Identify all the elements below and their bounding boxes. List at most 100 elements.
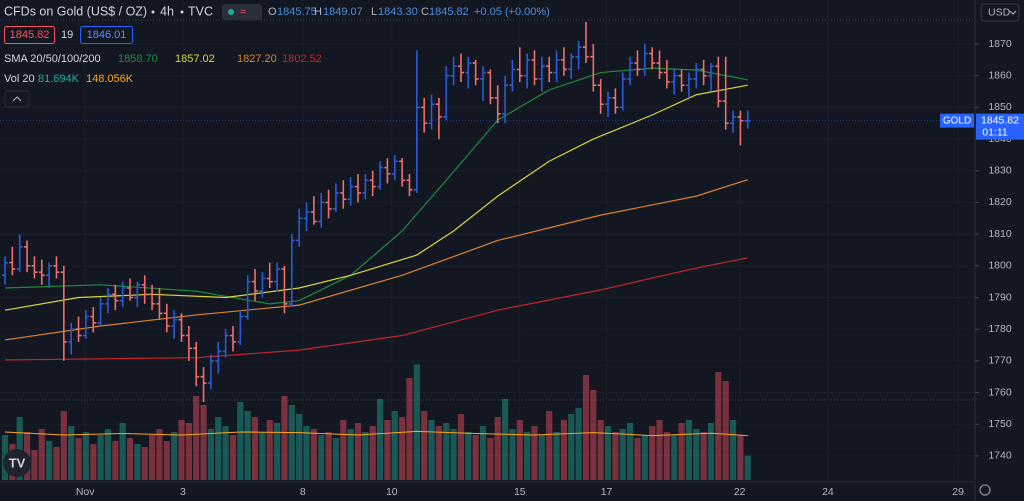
volume-bar — [222, 426, 229, 480]
volume-bar — [126, 438, 134, 480]
volume-bar — [104, 429, 112, 480]
volume-bar — [560, 420, 567, 480]
ask-box[interactable] — [80, 26, 133, 44]
volume-bar — [362, 432, 369, 480]
separator — [180, 10, 184, 14]
spread: 19 — [61, 29, 73, 41]
volume-bar — [678, 423, 685, 480]
volume-bar — [546, 411, 553, 480]
volume-bar — [354, 423, 362, 480]
volume-bar — [494, 417, 501, 480]
volume-bar — [627, 423, 634, 480]
volume-bar — [75, 438, 82, 480]
y-tick-label: 1860 — [988, 70, 1012, 82]
volume-bar — [60, 411, 67, 480]
volume-bar — [16, 417, 23, 480]
volume-bar — [310, 429, 317, 480]
volume-bar — [296, 414, 303, 480]
volume-bar — [406, 378, 413, 480]
currency: USD — [988, 6, 1011, 18]
volume-bar — [472, 435, 479, 480]
sma-value: 1857.02 — [175, 53, 215, 65]
close-value: 1845.82 — [429, 6, 469, 18]
volume-bar — [97, 435, 104, 480]
volume-bar — [325, 432, 332, 480]
volume-last: 81.694K — [38, 73, 80, 85]
volume-bar — [376, 399, 384, 480]
volume-bar — [193, 396, 200, 480]
volume-bar — [649, 426, 656, 480]
volume-bar — [509, 429, 516, 480]
symbol-tag — [940, 113, 974, 128]
sma-line — [4, 84, 748, 311]
y-tick-label: 1810 — [988, 228, 1012, 240]
change: +0.05 (+0.00%) — [474, 6, 550, 18]
currency-button[interactable] — [980, 3, 1020, 22]
sma-label: SMA 20/50/100/200 — [4, 53, 101, 65]
volume-bar — [141, 447, 148, 480]
price-tag-label: 1845.82 — [981, 114, 1019, 126]
volume-bar — [38, 429, 45, 480]
volume-bar — [744, 455, 751, 480]
volume-bar — [340, 420, 347, 480]
volume-bar — [148, 435, 156, 480]
volume-bar — [46, 441, 53, 480]
y-tick-label: 1830 — [988, 165, 1012, 177]
settings-icon[interactable] — [979, 484, 991, 496]
volume-bar — [119, 423, 126, 480]
volume-bar — [501, 399, 509, 480]
volume-bar — [634, 438, 641, 480]
volume-bar — [251, 417, 259, 480]
volume-bar — [134, 444, 141, 480]
x-tick-label: 8 — [300, 486, 306, 498]
x-tick-label: 3 — [180, 486, 186, 498]
volume-bar — [707, 423, 715, 480]
volume-bar — [428, 420, 435, 480]
status-badge[interactable] — [222, 4, 262, 20]
volume-bar — [590, 390, 597, 480]
volume-bar — [244, 411, 251, 480]
sma-line — [4, 179, 748, 341]
volume-bar — [693, 429, 700, 480]
volume-bar — [391, 411, 398, 480]
volume-bar — [663, 432, 670, 480]
open-letter: O — [268, 6, 277, 18]
volume-bar — [259, 432, 266, 480]
volume-bar — [516, 420, 523, 480]
sma-line — [4, 257, 748, 361]
interval: 4h — [160, 4, 174, 18]
volume-bar — [303, 426, 310, 480]
ask: 1846.01 — [87, 29, 127, 41]
y-tick-label: 1790 — [988, 291, 1012, 303]
volume-bar — [185, 423, 192, 480]
close-letter: C — [421, 6, 429, 18]
y-tick-label: 1780 — [988, 323, 1012, 335]
sma-value: 1827.20 — [237, 53, 277, 65]
volume-bar — [274, 423, 281, 480]
volume-bar — [722, 381, 729, 480]
volume-bar — [332, 438, 340, 480]
low-letter: L — [371, 6, 377, 18]
logo-mark: TV — [9, 455, 26, 470]
x-tick-label: 17 — [601, 486, 613, 498]
volume-bar — [443, 423, 450, 480]
price-tag — [976, 113, 1024, 140]
volume-bar — [178, 420, 185, 480]
volume-bar — [288, 405, 295, 480]
collapse-button[interactable] — [4, 90, 30, 108]
volume-bar — [619, 429, 626, 480]
status-icon: ≈ — [240, 6, 246, 18]
high-value: 1849.07 — [323, 6, 363, 18]
currency-caret — [1009, 10, 1017, 15]
y-tick-label: 1760 — [988, 386, 1012, 398]
x-tick-label: 15 — [514, 486, 526, 498]
bid-box[interactable] — [4, 26, 55, 44]
volume-bar — [318, 435, 325, 480]
x-tick-label: 22 — [734, 486, 746, 498]
volume-bar — [207, 429, 215, 480]
volume-bar — [68, 426, 75, 480]
volume-bar — [435, 426, 442, 480]
tv-logo: TV — [3, 449, 31, 477]
volume-bar — [266, 420, 273, 480]
volume-bar — [421, 411, 428, 480]
